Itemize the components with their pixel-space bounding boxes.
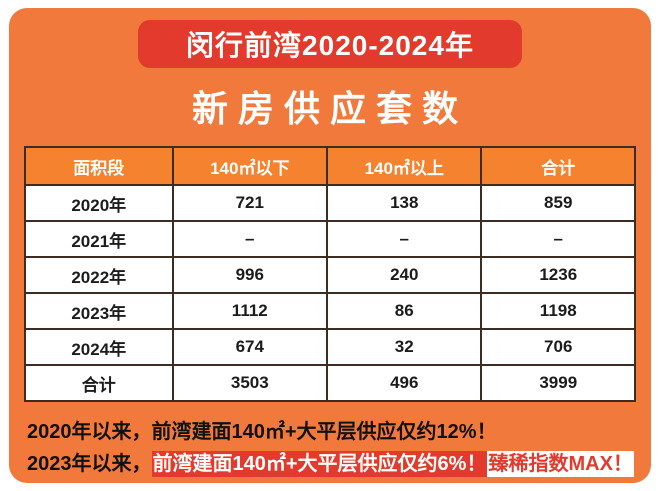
cell-value: – [480, 220, 636, 258]
page-title: 新房供应套数 [191, 88, 468, 129]
cell-value: 3503 [171, 364, 329, 402]
supply-table: 面积段 140㎡以下 140㎡以上 合计 2020年 721 138 859 2… [24, 146, 636, 402]
table-row: 2020年 721 138 859 [24, 184, 636, 222]
col-header-area: 面积段 [24, 146, 174, 186]
footnote-line2-prefix: 2023年以来， [27, 453, 152, 476]
col-header-under-140: 140㎡以下 [171, 146, 329, 186]
cell-value: 496 [326, 364, 483, 402]
row-label: 2022年 [24, 256, 174, 294]
cell-value: 138 [326, 184, 483, 222]
row-label: 2021年 [24, 220, 174, 258]
infographic-card: 闵行前湾2020-2024年 新房供应套数 面积段 140㎡以下 140㎡以上 … [9, 8, 651, 483]
table-row: 2021年 – – – [24, 220, 636, 258]
cell-value: 3999 [480, 364, 636, 402]
table-row: 2024年 674 32 706 [24, 328, 636, 366]
cell-value: – [171, 220, 329, 258]
cell-value: 859 [480, 184, 636, 222]
footnote-line2-suffix: 臻稀指数MAX！ [487, 451, 634, 478]
cell-value: 240 [326, 256, 483, 294]
cell-value: 721 [171, 184, 329, 222]
cell-value: – [326, 220, 483, 258]
cell-value: 706 [480, 328, 636, 366]
cell-value: 1236 [480, 256, 636, 294]
col-header-over-140: 140㎡以上 [326, 146, 483, 186]
footnote-line2: 2023年以来，前湾建面140㎡+大平层供应仅约6%！ 臻稀指数MAX！ [27, 448, 651, 480]
table-header-row: 面积段 140㎡以下 140㎡以上 合计 [24, 146, 636, 186]
table-row-total: 合计 3503 496 3999 [24, 364, 636, 402]
banner-title: 闵行前湾2020-2024年 [186, 30, 474, 61]
cell-value: 1198 [480, 292, 636, 330]
cell-value: 32 [326, 328, 483, 366]
footnotes: 2020年以来，前湾建面140㎡+大平层供应仅约12%！ 2023年以来，前湾建… [27, 416, 651, 481]
row-label: 合计 [24, 364, 174, 402]
row-label: 2024年 [24, 328, 174, 366]
row-label: 2020年 [24, 184, 174, 222]
table-row: 2023年 1112 86 1198 [24, 292, 636, 330]
cell-value: 996 [171, 256, 329, 294]
cell-value: 86 [326, 292, 483, 330]
col-header-total: 合计 [480, 146, 636, 186]
row-label: 2023年 [24, 292, 174, 330]
cell-value: 1112 [171, 292, 329, 330]
cell-value: 674 [171, 328, 329, 366]
footnote-line1: 2020年以来，前湾建面140㎡+大平层供应仅约12%！ [27, 421, 497, 443]
footnote-line2-highlight: 前湾建面140㎡+大平层供应仅约6%！ [151, 451, 488, 478]
table-row: 2022年 996 240 1236 [24, 256, 636, 294]
banner: 闵行前湾2020-2024年 [138, 20, 522, 68]
